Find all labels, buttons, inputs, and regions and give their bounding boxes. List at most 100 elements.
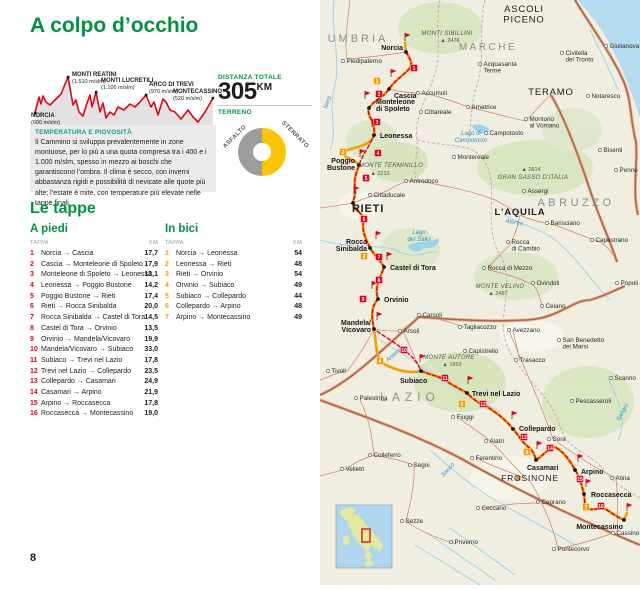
walk-stage-marker: 13 xyxy=(520,433,528,441)
page-number: 8 xyxy=(30,552,37,564)
town-label: Amatrice xyxy=(472,104,497,111)
stage-route: Collepardo → Arpino xyxy=(176,303,241,311)
stage-town-dot xyxy=(465,391,469,395)
town-marker xyxy=(449,540,453,544)
stage-town-label: Mandela/Vicovaro xyxy=(341,320,371,334)
town-marker xyxy=(604,44,608,48)
stage-km: 19,0 xyxy=(144,410,158,418)
stage-town-dot xyxy=(404,50,408,54)
stage-km: 49 xyxy=(294,282,302,290)
donut-segment-asfalto xyxy=(238,128,262,176)
bike-table-header: TAPPA KM xyxy=(165,240,302,246)
stage-town-dot xyxy=(368,246,372,250)
table-row: 8 Castel di Tora → Orvinio 13,5 xyxy=(30,324,158,332)
stage-km: 17,7 xyxy=(144,250,158,257)
svg-text:2: 2 xyxy=(342,150,345,156)
town-label: Penne xyxy=(620,167,639,174)
stage-town-dot xyxy=(534,458,538,462)
town-marker xyxy=(547,437,551,441)
route-flag-icon xyxy=(419,354,426,362)
stage-dots xyxy=(351,50,626,522)
town-marker xyxy=(452,155,456,159)
route-flag-icon xyxy=(467,376,474,384)
region-label: LAZIO xyxy=(380,390,440,404)
stage-km: 44 xyxy=(294,292,302,300)
distance-value: 305KM xyxy=(218,78,273,105)
town-marker xyxy=(398,329,402,333)
elevation-chart xyxy=(33,75,215,125)
town-marker xyxy=(545,221,549,225)
town-label: Segni xyxy=(414,462,430,469)
svg-text:14: 14 xyxy=(547,446,553,452)
bike-stage-marker: 4 xyxy=(376,357,384,365)
town-label: Trasacco xyxy=(520,357,546,364)
stage-route: Orvinio → Subiaco xyxy=(176,282,235,290)
walk-stage-marker: 12 xyxy=(479,400,487,408)
town-marker xyxy=(484,439,488,443)
col-km: KM xyxy=(149,240,158,246)
peak-elevation-label: ▲ 2476 xyxy=(440,38,459,44)
col-km: KM xyxy=(293,240,302,246)
town-label: Assergi xyxy=(528,188,549,195)
climate-body: Il Cammino si sviluppa prevalentemente i… xyxy=(35,138,207,207)
svg-text:13: 13 xyxy=(521,435,527,441)
stage-town-label: Roccasecca xyxy=(591,492,632,499)
town-label: Sezze xyxy=(406,518,424,525)
svg-text:5: 5 xyxy=(365,176,368,182)
town-marker xyxy=(522,189,526,193)
svg-text:6: 6 xyxy=(526,450,529,456)
svg-text:16: 16 xyxy=(598,504,604,510)
town-label: Capistrello xyxy=(469,348,499,355)
town-marker xyxy=(615,281,619,285)
bike-stage-marker: 2 xyxy=(339,148,347,156)
mountain-label: MONTE TERMINILLO xyxy=(359,163,423,169)
left-page: A colpo d’occhio NORCIA (600 m/slm) MONTI… xyxy=(0,0,320,585)
town-label: Civitella del Tronto xyxy=(566,50,595,64)
water-label: Campotosto xyxy=(455,138,488,144)
stage-km: 20,0 xyxy=(144,303,158,311)
map-plains xyxy=(338,191,564,500)
town-marker xyxy=(540,304,544,308)
bike-stage-marker: 3 xyxy=(360,252,368,260)
stage-route: Rieti → Rocca Sinibalda xyxy=(41,303,117,311)
town-label: Celano xyxy=(546,303,566,310)
table-row: 11 Subiaco → Trevi nel Lazio 17,8 xyxy=(30,356,158,364)
climate-heading: TEMPERATURA E PIOVOSITÀ xyxy=(35,129,133,136)
table-row: 13 Collepardo → Casamari 24,9 xyxy=(30,378,158,386)
stage-town-label: Casamari xyxy=(527,465,559,472)
peak-elevation-label: ▲ 2487 xyxy=(488,291,507,297)
town-label: Cassino xyxy=(617,530,640,537)
route-map: 1 2 3 4 5 6 7 8 9 10 11 12 13 14 15 16 1 2 3 4 5 6 7 UMBRIA MAR… xyxy=(319,0,640,586)
water-label: Lago xyxy=(412,230,426,236)
route-flag-icon xyxy=(371,281,378,289)
town-label: Tagliacozzo xyxy=(464,324,497,331)
walk-stage-marker: 3 xyxy=(373,118,381,126)
table-row: 14 Casamari → Arpino 21,9 xyxy=(30,388,158,396)
town-marker xyxy=(484,131,488,135)
town-label: Giulianova xyxy=(610,43,640,50)
town-label: Ceprano xyxy=(542,499,567,506)
table-row: 6 Collepardo → Arpino 48 xyxy=(165,303,302,311)
town-marker xyxy=(614,168,618,172)
town-marker xyxy=(416,91,420,95)
walk-stage-marker: 6 xyxy=(360,215,368,223)
town-marker xyxy=(507,328,511,332)
stage-town-dot xyxy=(367,106,371,110)
profile-label-norcia: NORCIA (600 m/slm) xyxy=(31,113,61,126)
climate-box: TEMPERATURA E PIOVOSITÀ Il Cammino si sv… xyxy=(30,125,216,207)
town-label: Tivoli xyxy=(332,368,346,375)
svg-text:6: 6 xyxy=(363,217,366,223)
town-label: Rocca di Cambio xyxy=(512,239,541,253)
town-label: Scanno xyxy=(615,375,637,382)
town-marker xyxy=(506,240,510,244)
profile-label-monti-reatini: MONTI REATINI (1.510 m/slm) xyxy=(72,72,117,85)
svg-text:7: 7 xyxy=(585,505,588,511)
elevation-line xyxy=(34,76,214,123)
col-tappa: TAPPA xyxy=(165,240,184,246)
map-parks xyxy=(346,2,634,438)
town-marker xyxy=(417,313,421,317)
region-label: UMBRIA xyxy=(328,33,389,45)
stage-town-label: Collepardo xyxy=(519,426,556,433)
